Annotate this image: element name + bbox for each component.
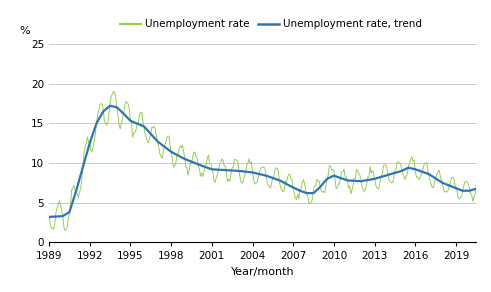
Text: %: % [19, 26, 30, 36]
X-axis label: Year/month: Year/month [231, 267, 295, 277]
Legend: Unemployment rate, Unemployment rate, trend: Unemployment rate, Unemployment rate, tr… [116, 15, 426, 34]
